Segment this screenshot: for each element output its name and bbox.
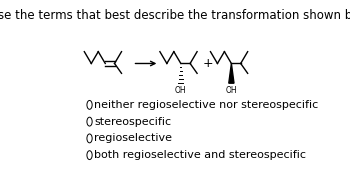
Text: +: + <box>203 57 214 70</box>
Text: stereospecific: stereospecific <box>94 117 172 127</box>
Text: neither regioselective nor stereospecific: neither regioselective nor stereospecifi… <box>94 100 319 110</box>
Text: OH: OH <box>226 86 237 95</box>
Text: regioselective: regioselective <box>94 133 173 143</box>
Text: OH: OH <box>175 86 187 95</box>
Polygon shape <box>229 63 234 83</box>
Text: both regioselective and stereospecific: both regioselective and stereospecific <box>94 150 307 160</box>
Text: Choose the terms that best describe the transformation shown below:: Choose the terms that best describe the … <box>0 9 350 22</box>
